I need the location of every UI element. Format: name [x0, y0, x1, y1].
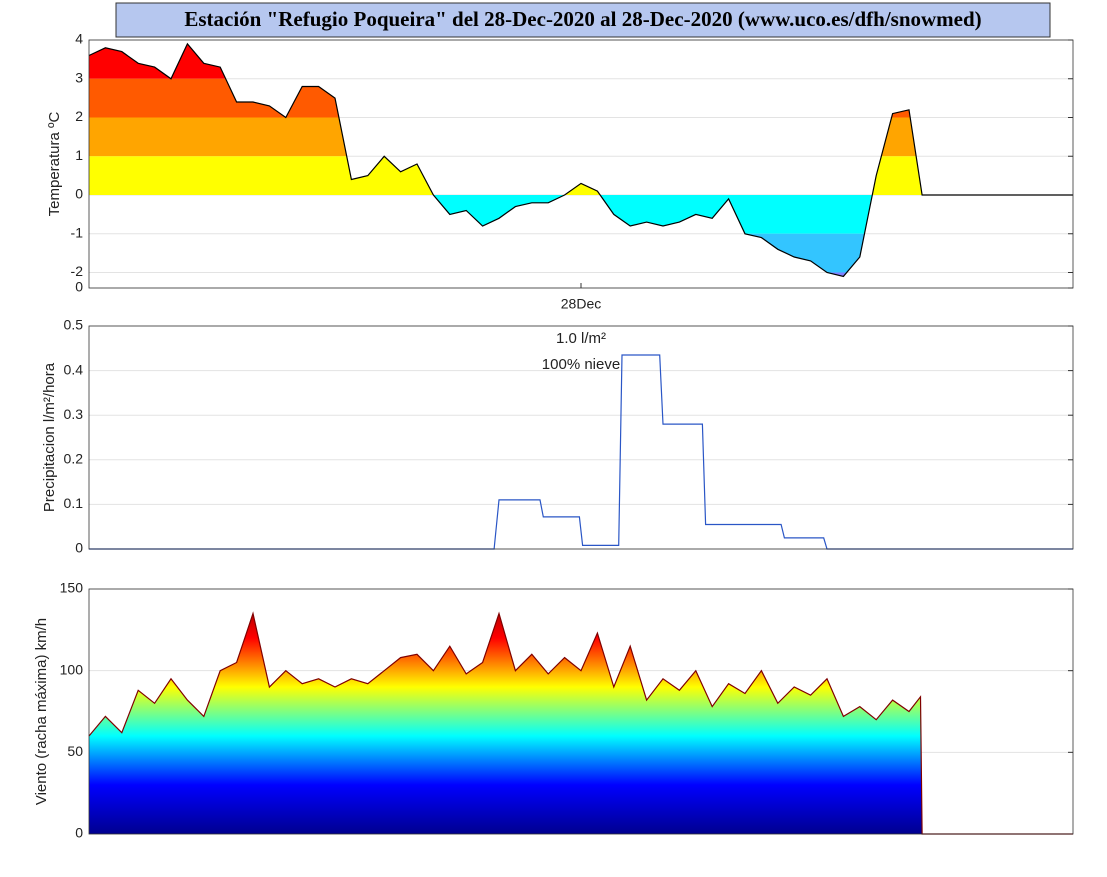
y-tick-label: -2 [71, 263, 84, 279]
y-tick-label: 0.5 [64, 317, 84, 333]
y-tick-label: 150 [60, 580, 84, 596]
y-tick-label: 50 [67, 743, 83, 759]
axes-frame [88, 39, 1074, 289]
y-tick-label: 0 [75, 186, 83, 202]
series-line [88, 611, 1073, 835]
y-tick-label: 100 [60, 661, 84, 677]
chart-title: Estación "Refugio Poqueira" del 28-Dec-2… [184, 7, 981, 31]
title-box [115, 2, 1051, 38]
y-tick-label: 0 [75, 540, 83, 556]
y-axis-label: Precipitacion l/m²/hora [41, 362, 58, 512]
y-tick-label: 0.3 [64, 406, 84, 422]
series-line [88, 42, 1073, 278]
y-tick-label: -1 [71, 224, 84, 240]
y-tick-label: 2 [75, 108, 83, 124]
y-tick-label: 1 [75, 147, 83, 163]
axes-frame [88, 588, 1074, 835]
y-tick-label: 0 [75, 825, 83, 841]
y-tick-label: 0 [75, 279, 83, 295]
annotation: 1.0 l/m² [556, 330, 606, 347]
y-tick-label: 0.4 [64, 361, 84, 377]
annotation: 100% nieve [542, 356, 620, 373]
plot-area [89, 326, 1073, 549]
series-line [89, 354, 1073, 550]
y-tick-label: 0.2 [64, 451, 84, 467]
y-axis-label: Viento (racha máxima) km/h [33, 618, 50, 805]
y-tick-label: 4 [75, 31, 83, 47]
x-tick-label: 28Dec [561, 296, 601, 312]
axes-frame [88, 325, 1074, 550]
y-tick-label: 0.1 [64, 495, 84, 511]
y-axis-label: Temperatura ºC [46, 111, 63, 216]
y-tick-label: 3 [75, 69, 83, 85]
